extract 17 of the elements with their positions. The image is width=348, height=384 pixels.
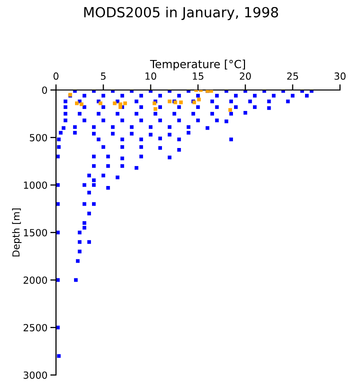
x-tick-label: 20 [240,72,251,80]
x-tick-label: 10 [146,72,156,80]
x-axis-title: Temperature [°C] [150,60,245,70]
x-tick-label: 30 [334,72,346,80]
chart-title: MODS2005 in January, 1998 [84,6,278,20]
x-tick-label: 0 [54,72,58,80]
y-axis-title: Depth [m] [12,208,22,256]
y-tick-label: 0 [42,86,48,94]
y-tick-label: 2500 [24,324,48,332]
y-tick-label: 500 [30,134,48,142]
x-tick-label: 25 [287,72,298,80]
y-tick-label: 1000 [24,181,48,189]
y-tick-label: 3000 [24,371,48,379]
x-tick-label: 5 [100,72,106,80]
x-tick-label: 15 [192,72,204,80]
y-tick-label: 2000 [24,276,48,284]
y-tick-label: 1500 [24,228,48,236]
